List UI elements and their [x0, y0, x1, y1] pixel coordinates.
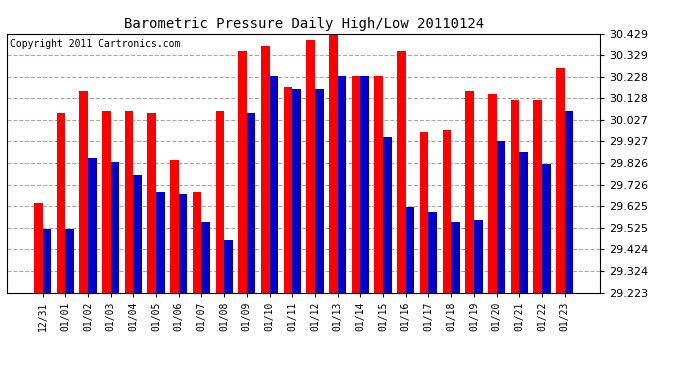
Bar	[360, 76, 369, 292]
Bar	[542, 164, 551, 292]
Title: Barometric Pressure Daily High/Low 20110124: Barometric Pressure Daily High/Low 20110…	[124, 17, 484, 31]
Bar	[497, 141, 505, 292]
Bar	[148, 113, 156, 292]
Bar	[270, 76, 278, 292]
Bar	[352, 76, 360, 292]
Bar	[179, 195, 188, 292]
Bar	[397, 51, 406, 292]
Bar	[43, 229, 51, 292]
Bar	[556, 68, 564, 292]
Bar	[383, 136, 392, 292]
Bar	[406, 207, 415, 292]
Bar	[533, 100, 542, 292]
Bar	[329, 33, 337, 292]
Bar	[79, 92, 88, 292]
Text: Copyright 2011 Cartronics.com: Copyright 2011 Cartronics.com	[10, 39, 180, 49]
Bar	[110, 162, 119, 292]
Bar	[34, 203, 43, 292]
Bar	[215, 111, 224, 292]
Bar	[102, 111, 110, 292]
Bar	[193, 192, 201, 292]
Bar	[293, 89, 301, 292]
Bar	[238, 51, 247, 292]
Bar	[488, 94, 497, 292]
Bar	[247, 113, 255, 292]
Bar	[284, 87, 293, 292]
Bar	[337, 76, 346, 292]
Bar	[520, 152, 528, 292]
Bar	[474, 220, 482, 292]
Bar	[428, 211, 437, 292]
Bar	[420, 132, 428, 292]
Bar	[451, 222, 460, 292]
Bar	[261, 46, 270, 292]
Bar	[315, 89, 324, 292]
Bar	[156, 192, 165, 292]
Bar	[201, 222, 210, 292]
Bar	[57, 113, 65, 292]
Bar	[125, 111, 133, 292]
Bar	[306, 40, 315, 292]
Bar	[442, 130, 451, 292]
Bar	[511, 100, 520, 292]
Bar	[224, 240, 233, 292]
Bar	[170, 160, 179, 292]
Bar	[375, 76, 383, 292]
Bar	[88, 158, 97, 292]
Bar	[465, 92, 474, 292]
Bar	[564, 111, 573, 292]
Bar	[65, 229, 74, 292]
Bar	[133, 175, 142, 292]
